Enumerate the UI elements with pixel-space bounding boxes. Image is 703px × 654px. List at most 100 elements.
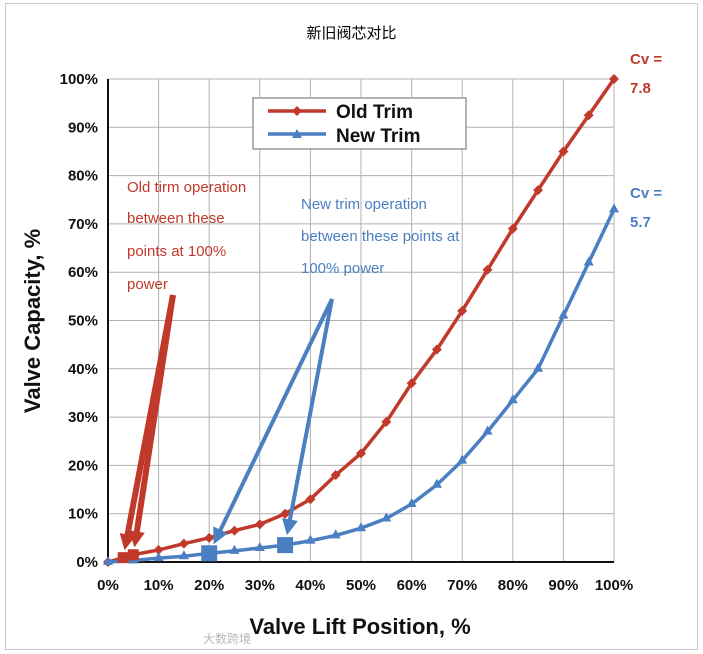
- new-trim-point: [330, 529, 341, 539]
- old-trim-operation-marker: [117, 552, 129, 564]
- new-trim-point: [381, 512, 392, 522]
- new-cv-label-line2: 5.7: [630, 214, 651, 231]
- x-axis-title: Valve Lift Position, %: [249, 614, 470, 639]
- new-trim-point: [431, 478, 442, 488]
- x-tick-label: 70%: [447, 577, 477, 594]
- old-trim-point: [305, 494, 316, 505]
- old-trim-point: [153, 544, 164, 555]
- old-trim-point: [609, 74, 619, 84]
- axes: [107, 79, 614, 563]
- old-trim-point: [229, 525, 240, 536]
- y-tick-label: 30%: [68, 409, 98, 426]
- legend: Old Trim New Trim: [252, 97, 467, 150]
- series-group: [103, 74, 619, 567]
- new-trim-operation-marker: [277, 537, 294, 554]
- y-tick-label: 100%: [60, 71, 98, 88]
- old-annotation-line2: between these: [127, 210, 225, 227]
- y-tick-label: 60%: [68, 264, 98, 281]
- y-tick-label: 0%: [76, 554, 98, 571]
- old-trim-point: [330, 470, 341, 481]
- cv-labels: Cv = 7.8 Cv = 5.7: [630, 51, 662, 231]
- x-tick-label: 10%: [144, 577, 174, 594]
- x-tick-label: 60%: [397, 577, 427, 594]
- x-tick-label: 40%: [295, 577, 325, 594]
- new-trim-arrow-head: [282, 518, 298, 536]
- new-trim-operation-marker: [201, 545, 218, 562]
- new-trim-point: [356, 522, 366, 532]
- old-trim-point: [280, 508, 291, 519]
- operation-point-markers: [117, 537, 294, 564]
- legend-box: [252, 97, 467, 150]
- legend-old-trim-label: Old Trim: [336, 102, 413, 123]
- old-trim-point: [558, 146, 569, 157]
- x-tick-label: 0%: [97, 577, 119, 594]
- new-trim-arrow-shaft: [287, 298, 334, 524]
- x-tick-label: 50%: [346, 577, 376, 594]
- old-trim-point: [583, 110, 594, 121]
- new-annotation-line3: 100% power: [301, 260, 384, 277]
- x-tick-label: 90%: [548, 577, 578, 594]
- legend-new-trim-marker: [292, 129, 302, 138]
- old-annotation-line3: points at 100%: [127, 243, 226, 260]
- y-tick-label: 40%: [68, 361, 98, 378]
- old-trim-point: [533, 185, 544, 196]
- old-trim-point: [406, 378, 417, 389]
- y-tick-label: 80%: [68, 168, 98, 185]
- old-trim-point: [204, 532, 215, 543]
- watermark: 大数跨境: [203, 632, 252, 646]
- y-tick-label: 90%: [68, 119, 98, 136]
- old-trim-point: [254, 519, 265, 530]
- legend-new-trim-label: New Trim: [336, 126, 420, 147]
- x-tick-label: 20%: [194, 577, 224, 594]
- new-trim-point: [482, 425, 493, 435]
- y-tick-label: 10%: [68, 506, 98, 523]
- x-tick-label: 100%: [595, 577, 633, 594]
- new-trim-point: [229, 544, 240, 554]
- annotations: Old tirm operation between these points …: [127, 179, 460, 293]
- y-tick-label: 70%: [68, 216, 98, 233]
- new-trim-point: [254, 541, 265, 551]
- old-trim-point: [482, 264, 493, 275]
- new-annotation-line2: between these points at: [301, 228, 460, 245]
- old-cv-label-line2: 7.8: [630, 80, 651, 97]
- old-trim-point: [507, 223, 518, 234]
- new-trim-point: [507, 394, 518, 404]
- grid: [108, 78, 615, 562]
- annotation-arrows: [119, 294, 334, 551]
- old-trim-arrow-shaft: [133, 294, 176, 536]
- old-annotation-line4: power: [127, 276, 168, 293]
- new-trim-arrow-shaft: [216, 298, 334, 535]
- new-trim-point: [153, 552, 164, 562]
- old-trim-point: [457, 305, 468, 316]
- new-trim-point: [558, 309, 569, 319]
- old-cv-label-line1: Cv =: [630, 51, 662, 68]
- new-trim-point: [457, 454, 468, 464]
- new-trim-point: [533, 362, 544, 372]
- y-axis-title: Valve Capacity, %: [20, 229, 45, 413]
- new-trim-point: [178, 550, 189, 560]
- image-frame: [5, 3, 698, 650]
- old-annotation-line1: Old tirm operation: [127, 179, 246, 196]
- old-trim-point: [431, 344, 442, 355]
- old-trim-arrow-head: [128, 530, 145, 548]
- x-tick-label: 80%: [498, 577, 528, 594]
- page-title: 新旧阀芯对比: [306, 24, 397, 42]
- new-trim-point: [103, 556, 113, 565]
- old-trim-operation-marker: [127, 549, 139, 561]
- new-annotation-line1: New trim operation: [301, 196, 427, 213]
- new-trim-point: [305, 534, 316, 544]
- old-trim-point: [381, 416, 392, 427]
- y-tick-label: 50%: [68, 313, 98, 330]
- new-trim-point: [583, 256, 594, 266]
- x-tick-label: 30%: [245, 577, 275, 594]
- x-tick-labels: 0% 10% 20% 30% 40% 50% 60% 70% 80% 90% 100%: [97, 577, 633, 594]
- old-trim-point: [178, 538, 189, 549]
- y-tick-labels: 0% 10% 20% 30% 40% 50% 60% 70% 80% 90% 100%: [60, 71, 98, 571]
- new-trim-point: [609, 203, 619, 213]
- new-cv-label-line1: Cv =: [630, 185, 662, 202]
- new-trim-point: [406, 498, 417, 508]
- y-tick-label: 20%: [68, 457, 98, 474]
- old-trim-point: [356, 448, 366, 459]
- new-trim-arrow-head: [213, 526, 228, 545]
